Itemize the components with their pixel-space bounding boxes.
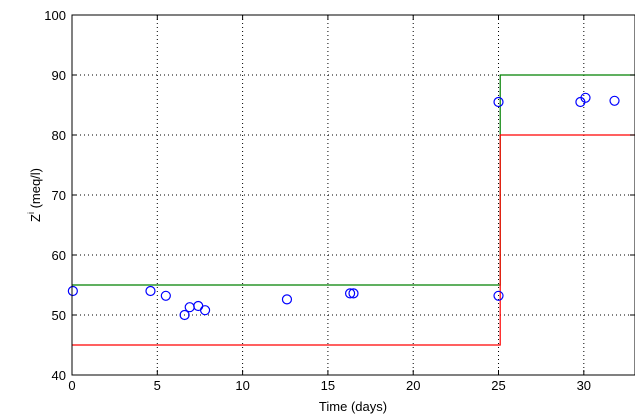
data-point <box>344 288 356 299</box>
data-point <box>281 294 293 305</box>
y-tick-label: 100 <box>44 8 66 23</box>
y-tick-label: 90 <box>52 68 66 83</box>
y-axis-label: Zi (meq/l) <box>26 168 43 222</box>
y-tick-label: 50 <box>52 308 66 323</box>
grid-lines <box>72 15 635 375</box>
y-tick-label: 60 <box>52 248 66 263</box>
x-tick-label: 20 <box>406 378 420 393</box>
data-point <box>580 92 591 103</box>
data-points <box>67 92 620 321</box>
data-point <box>348 288 359 299</box>
data-point <box>493 290 504 301</box>
data-point <box>145 285 156 297</box>
y-axis-label-superscript: i <box>26 212 36 214</box>
x-tick-label: 30 <box>577 378 591 393</box>
x-tick-label: 5 <box>154 378 161 393</box>
y-tick-label: 40 <box>52 368 66 383</box>
limit-lines <box>72 74 635 346</box>
data-point <box>493 96 504 108</box>
x-tick-label: 10 <box>235 378 249 393</box>
x-tick-label: 0 <box>68 378 75 393</box>
y-axis-label-unit: (meq/l) <box>28 168 43 212</box>
data-point <box>609 95 620 106</box>
y-axis-label-main: Z <box>28 214 43 222</box>
data-point <box>67 285 78 297</box>
x-axis-label: Time (days) <box>319 399 387 414</box>
x-tick-label: 15 <box>321 378 335 393</box>
lower-limit-line <box>72 134 635 346</box>
data-point <box>160 290 171 301</box>
x-tick-label: 25 <box>491 378 505 393</box>
data-point <box>179 309 190 321</box>
y-tick-label: 70 <box>52 188 66 203</box>
y-tick-label: 80 <box>52 128 66 143</box>
axis-ticks: 0 5 10 15 20 25 30 40 50 60 70 80 90 100 <box>44 8 635 393</box>
data-point <box>199 305 211 316</box>
